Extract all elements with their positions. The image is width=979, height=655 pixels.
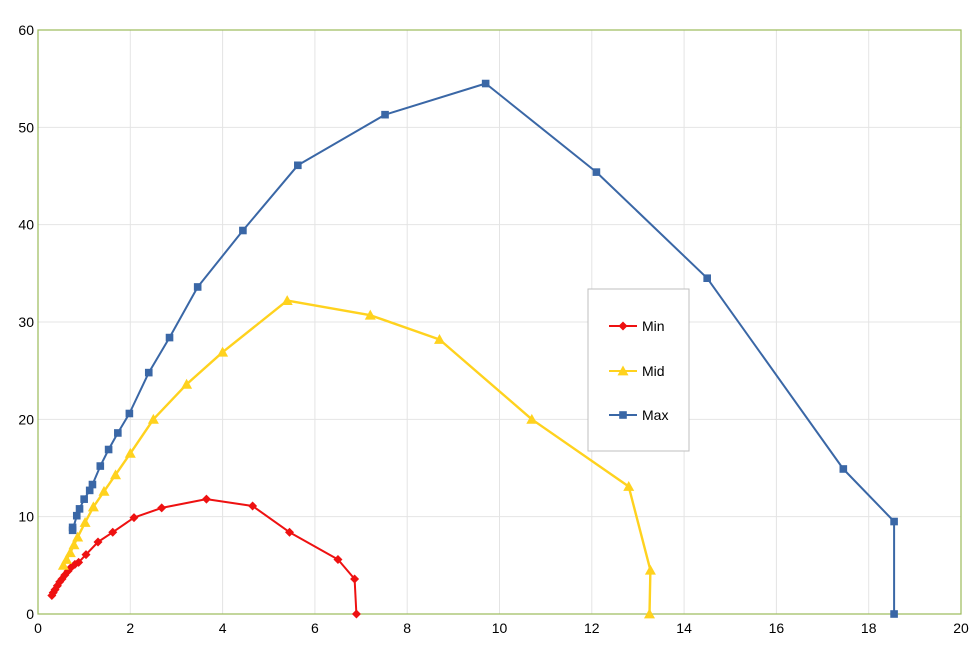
grid-lines	[37, 29, 962, 615]
data-point-mid	[217, 346, 229, 357]
data-point-max	[125, 409, 134, 418]
data-point-mid	[643, 608, 655, 619]
data-point-mid	[72, 531, 84, 542]
x-tick-label: 20	[953, 620, 969, 636]
data-point-max	[890, 610, 898, 618]
y-tick-label: 10	[18, 509, 34, 525]
x-tick-label: 12	[584, 620, 600, 636]
x-tick-label: 8	[403, 620, 411, 636]
data-point-min	[93, 537, 103, 547]
series-max	[68, 79, 898, 618]
data-point-mid	[64, 547, 76, 558]
legend-marker-triangle	[617, 365, 629, 376]
legend-box	[587, 288, 690, 452]
data-point-mid	[434, 334, 446, 344]
data-point-max	[294, 161, 302, 170]
x-tick-label: 0	[34, 620, 42, 636]
data-point-min	[333, 554, 343, 564]
x-tick-label: 6	[311, 620, 319, 636]
data-point-mid	[644, 564, 656, 575]
y-tick-label: 0	[26, 606, 34, 622]
data-point-min	[74, 557, 84, 567]
legend: Min Mid Max	[587, 288, 690, 452]
legend-marker-diamond	[618, 321, 628, 331]
data-point-max	[96, 462, 105, 470]
legend-label: Max	[642, 407, 668, 423]
data-point-max	[239, 226, 247, 235]
data-point-max	[381, 110, 389, 119]
data-point-max	[72, 511, 81, 520]
data-point-min	[108, 527, 118, 537]
data-point-mid	[147, 413, 159, 424]
legend-marker-square	[619, 411, 627, 419]
data-point-max	[703, 274, 711, 282]
data-point-mid	[281, 295, 293, 305]
data-point-max	[592, 168, 601, 176]
data-point-mid	[87, 501, 99, 512]
legend-entry-max: Max	[609, 407, 668, 423]
y-tick-label: 50	[18, 119, 34, 135]
data-point-min	[248, 501, 258, 511]
x-tick-label: 14	[676, 620, 692, 636]
data-point-max	[890, 517, 898, 526]
data-point-mid	[79, 517, 91, 527]
series-min	[47, 494, 361, 619]
data-point-mid	[181, 378, 193, 389]
legend-entry-mid: Mid	[609, 363, 665, 379]
legend-entry-min: Min	[609, 318, 665, 334]
data-point-min	[201, 494, 211, 504]
y-axis-tick-labels: 0 10 20 30 40 50 60	[18, 22, 34, 622]
data-point-min	[129, 513, 139, 523]
data-point-max	[165, 333, 174, 342]
data-point-max	[104, 445, 113, 454]
series-line-max	[71, 82, 896, 614]
data-point-max	[193, 283, 202, 291]
data-point-min	[351, 609, 361, 619]
data-point-max	[144, 368, 153, 377]
data-point-max	[85, 486, 94, 495]
data-point-mid	[98, 485, 110, 496]
data-point-max	[481, 79, 490, 88]
data-point-max	[88, 480, 97, 489]
data-point-min	[157, 503, 167, 513]
data-point-mid	[364, 309, 376, 320]
data-point-mid	[124, 447, 136, 458]
data-point-max	[80, 495, 88, 503]
data-point-mid	[110, 469, 122, 480]
data-point-max	[839, 465, 848, 473]
y-tick-label: 60	[18, 22, 34, 38]
series-mid	[57, 295, 656, 619]
x-tick-label: 18	[861, 620, 877, 636]
data-point-mid	[57, 559, 69, 570]
x-axis-tick-labels: 0 2 4 6 8 10 12 14 16 18 20	[34, 620, 969, 636]
x-tick-label: 10	[492, 620, 508, 636]
legend-label: Mid	[642, 363, 665, 379]
data-point-mid	[623, 480, 635, 491]
data-point-mid	[526, 413, 538, 424]
data-point-min	[285, 527, 295, 537]
legend-label: Min	[642, 318, 665, 334]
series-line-mid	[62, 299, 652, 615]
data-point-mid	[68, 539, 80, 550]
y-tick-label: 40	[18, 217, 34, 233]
y-tick-label: 20	[18, 411, 34, 427]
series-layer	[47, 79, 898, 619]
y-tick-label: 30	[18, 314, 34, 330]
plot-area-border	[37, 29, 962, 615]
data-point-max	[68, 526, 77, 535]
data-point-min	[350, 574, 360, 584]
data-point-max	[75, 505, 84, 513]
x-tick-label: 2	[126, 620, 134, 636]
x-tick-label: 16	[769, 620, 785, 636]
data-point-max	[114, 429, 122, 437]
x-tick-label: 4	[219, 620, 227, 636]
data-point-mid	[61, 553, 73, 564]
data-point-min	[81, 550, 91, 560]
